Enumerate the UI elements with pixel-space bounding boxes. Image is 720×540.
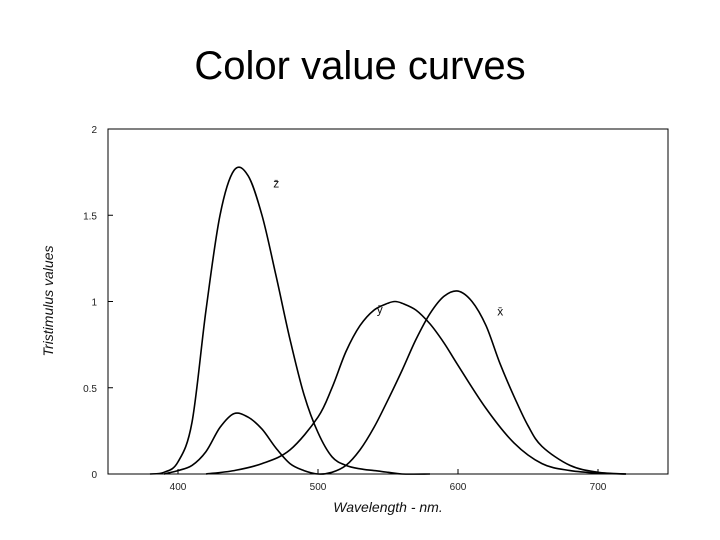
y-tick-label: 1.5 [83, 211, 97, 222]
y-bar-label: ȳ [377, 303, 383, 317]
z-bar-curve [149, 166, 431, 475]
series-lines [149, 166, 627, 475]
y-axis-label: Tristimulus values [40, 246, 56, 357]
y-tick-label: 2 [91, 125, 97, 136]
slide-title: Color value curves [194, 44, 526, 88]
y-tick-label: 1 [91, 298, 97, 309]
x-tick-label: 700 [590, 482, 607, 493]
series-labels: z̄ ȳ x̄ [273, 177, 503, 319]
y-bar-curve [205, 300, 627, 475]
x-tick-label: 500 [310, 482, 327, 493]
x-bar-label: x̄ [497, 304, 503, 318]
x-tick-label: 400 [170, 482, 187, 493]
x-bar-curve [163, 290, 627, 475]
x-axis-label: Wavelength - nm. [333, 499, 442, 515]
z-bar-label: z̄ [273, 177, 279, 191]
x-tick-label: 600 [450, 482, 467, 493]
ticks: 400 500 600 700 0 0.5 1 1.5 2 [83, 125, 607, 493]
y-tick-label: 0.5 [83, 384, 97, 395]
y-tick-label: 0 [91, 470, 97, 481]
